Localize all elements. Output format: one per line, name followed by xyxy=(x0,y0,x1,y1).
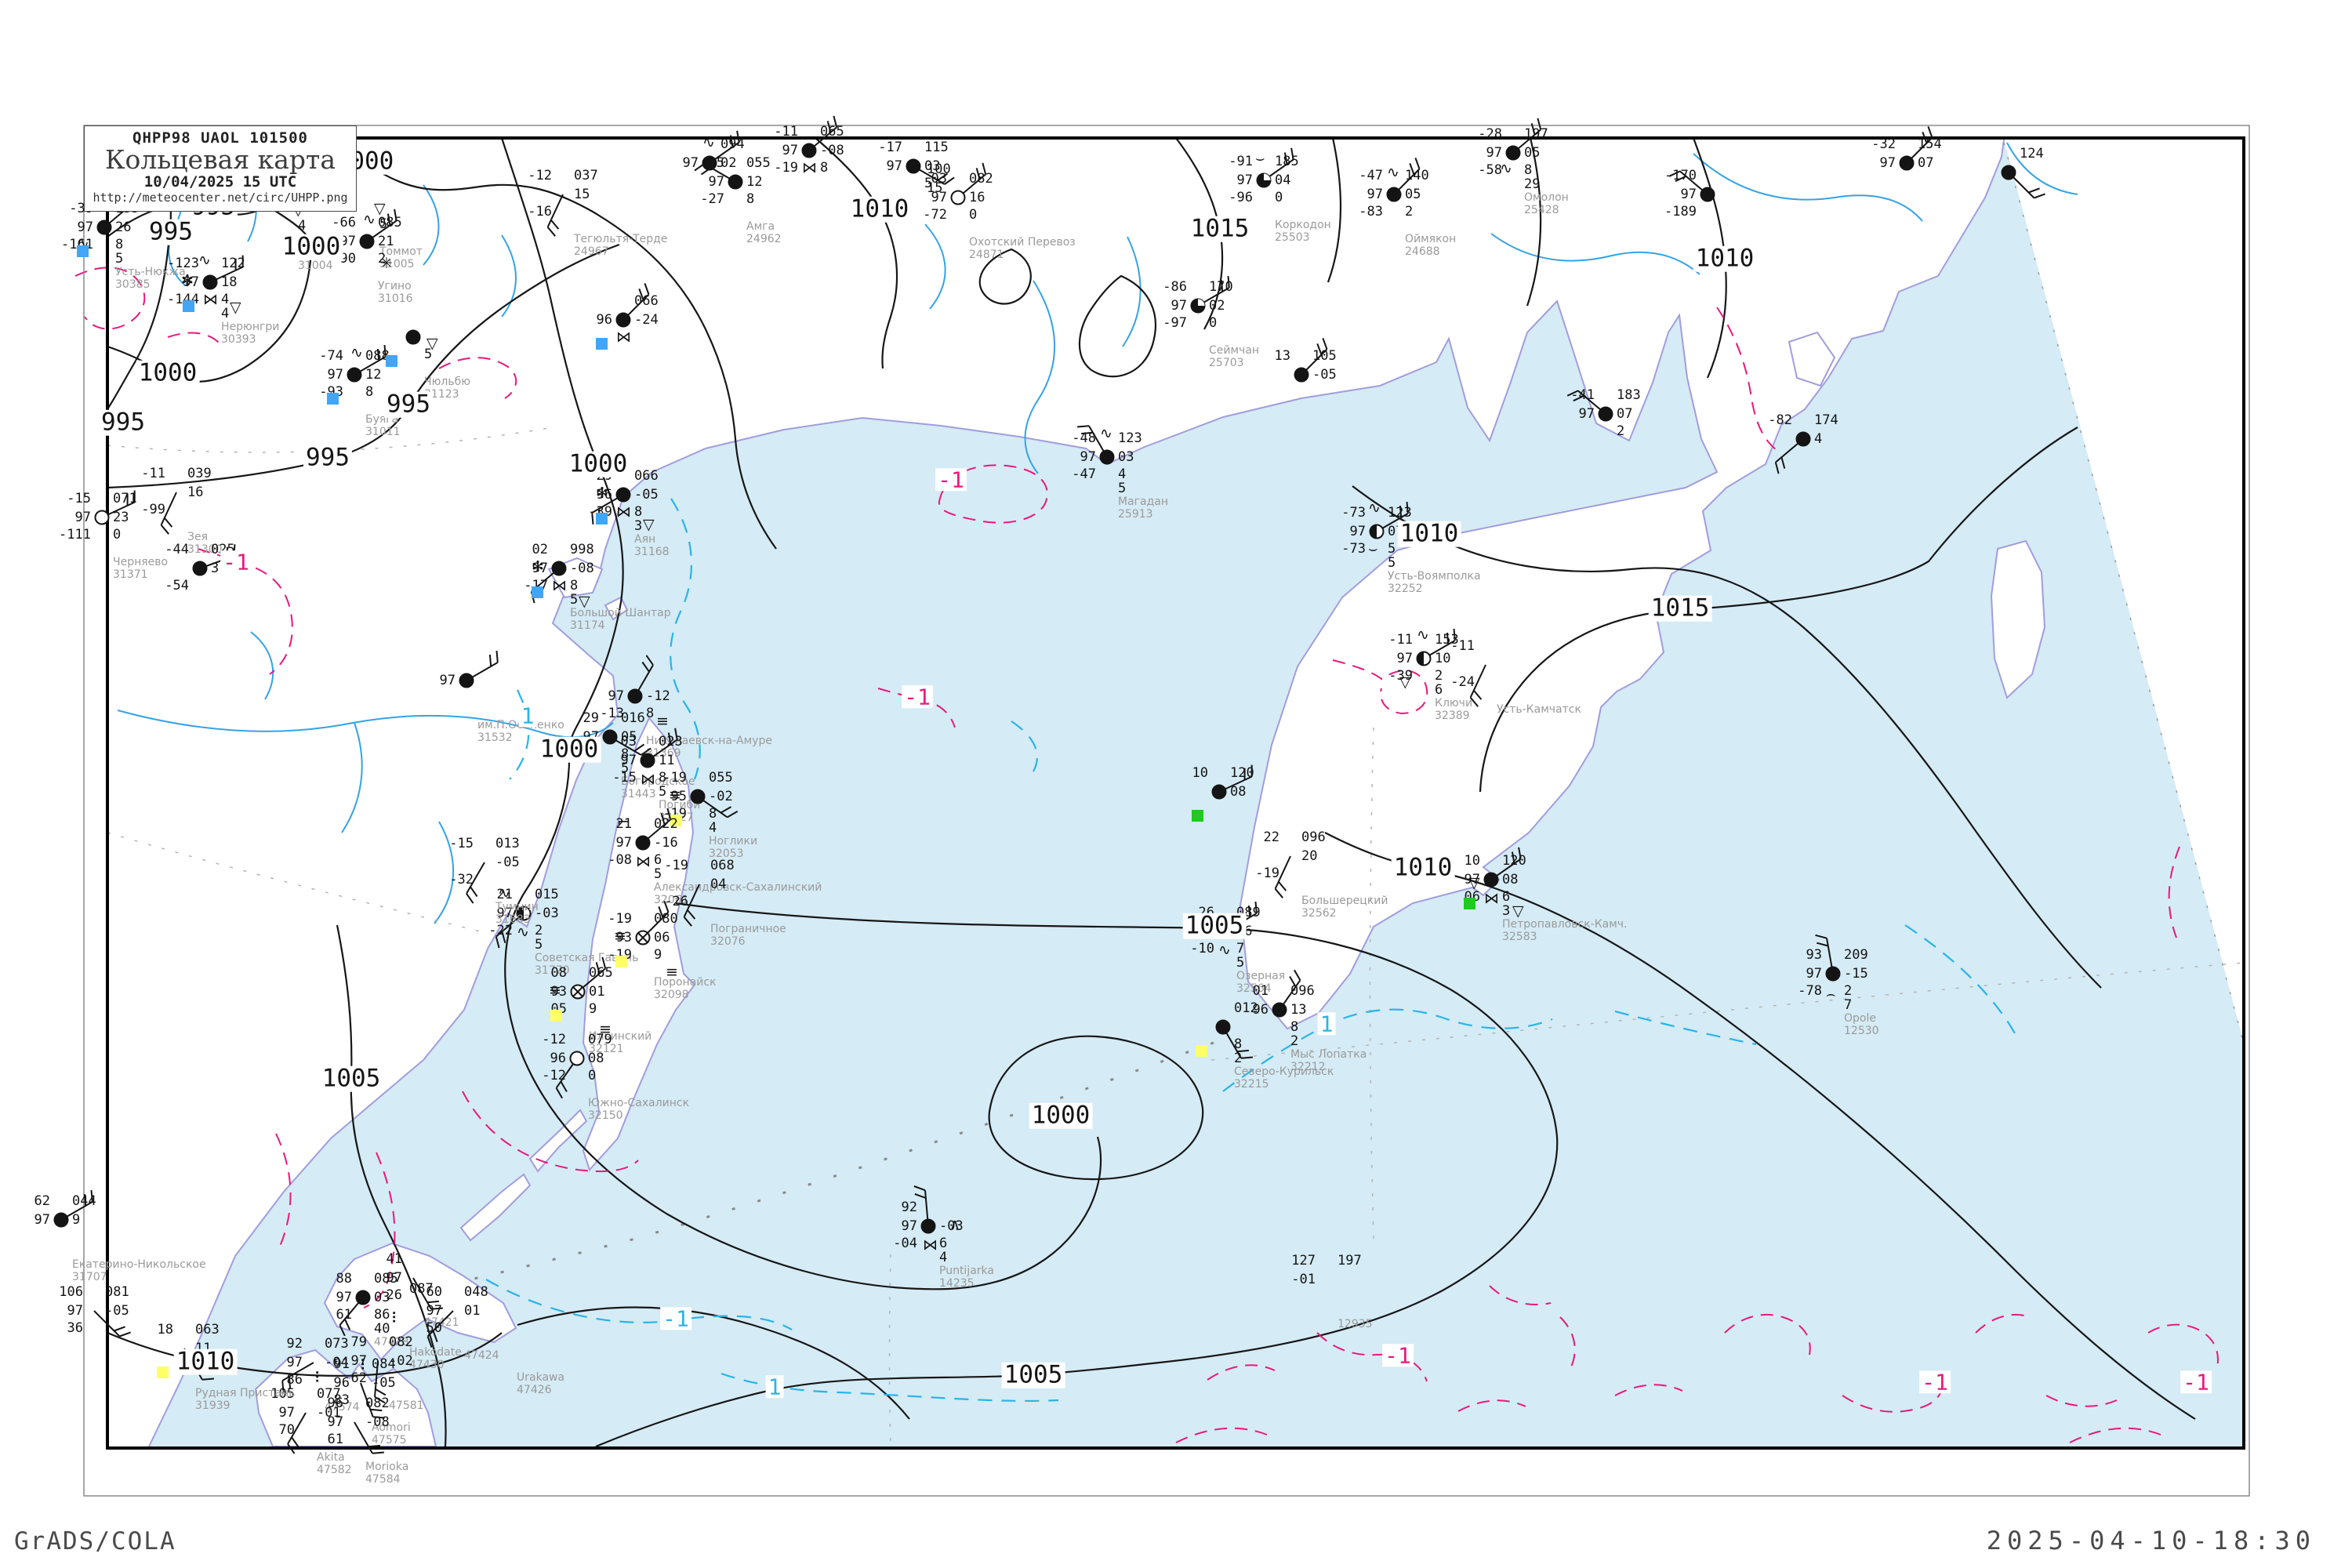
source-url: http://meteocenter.net/circ/UHPP.png xyxy=(93,191,348,205)
map-datetime: 10/04/2025 15 UTC xyxy=(143,173,297,191)
isobar-1010 xyxy=(1692,137,1727,379)
isobar-fragment xyxy=(978,248,1032,305)
kuril-island-iturup xyxy=(459,1173,532,1242)
karaginsky-island xyxy=(1788,331,1836,387)
isobar-1015 xyxy=(1175,137,1224,330)
kuril-island-urup xyxy=(528,1109,588,1173)
isobar-fragment xyxy=(1078,274,1156,378)
isobar-1005 xyxy=(595,902,1559,1448)
pink-lines-group xyxy=(74,267,2219,1443)
isobar-995 xyxy=(107,243,620,489)
bulletin-code: QHPP98 UAOL 101500 xyxy=(132,129,308,147)
isobar-1000-low-center xyxy=(988,1035,1204,1181)
map-frame xyxy=(106,136,2245,1450)
isobar-1000 xyxy=(500,137,1102,1290)
isobar-1015 xyxy=(1479,426,2078,793)
isobar-fragment xyxy=(1526,137,1542,307)
map-title: Кольцевая карта xyxy=(104,144,336,175)
ne-island xyxy=(1990,539,2046,699)
isobar-1010 xyxy=(815,137,898,369)
title-box: QHPP98 UAOL 101500 Кольцевая карта 10/04… xyxy=(84,125,357,212)
isobar-1005 xyxy=(336,924,447,1447)
cyan-lines-group xyxy=(485,498,2016,1403)
isobars-group xyxy=(107,137,2196,1448)
shantar-island-2 xyxy=(604,596,629,621)
sea-fill xyxy=(149,140,2244,1446)
isobar-1010 xyxy=(107,1331,503,1377)
isobar-1000 xyxy=(107,200,313,383)
isobar-fragment xyxy=(517,1306,910,1420)
render-timestamp: 2025-04-10-18:30 xyxy=(1986,1526,2316,1555)
graticule-group xyxy=(107,142,2245,1447)
isobar-fragment xyxy=(1327,137,1342,283)
grads-credit: GrADS/COLA xyxy=(14,1527,176,1555)
isobar-1000 xyxy=(336,137,777,550)
outer-border xyxy=(83,125,2250,1497)
